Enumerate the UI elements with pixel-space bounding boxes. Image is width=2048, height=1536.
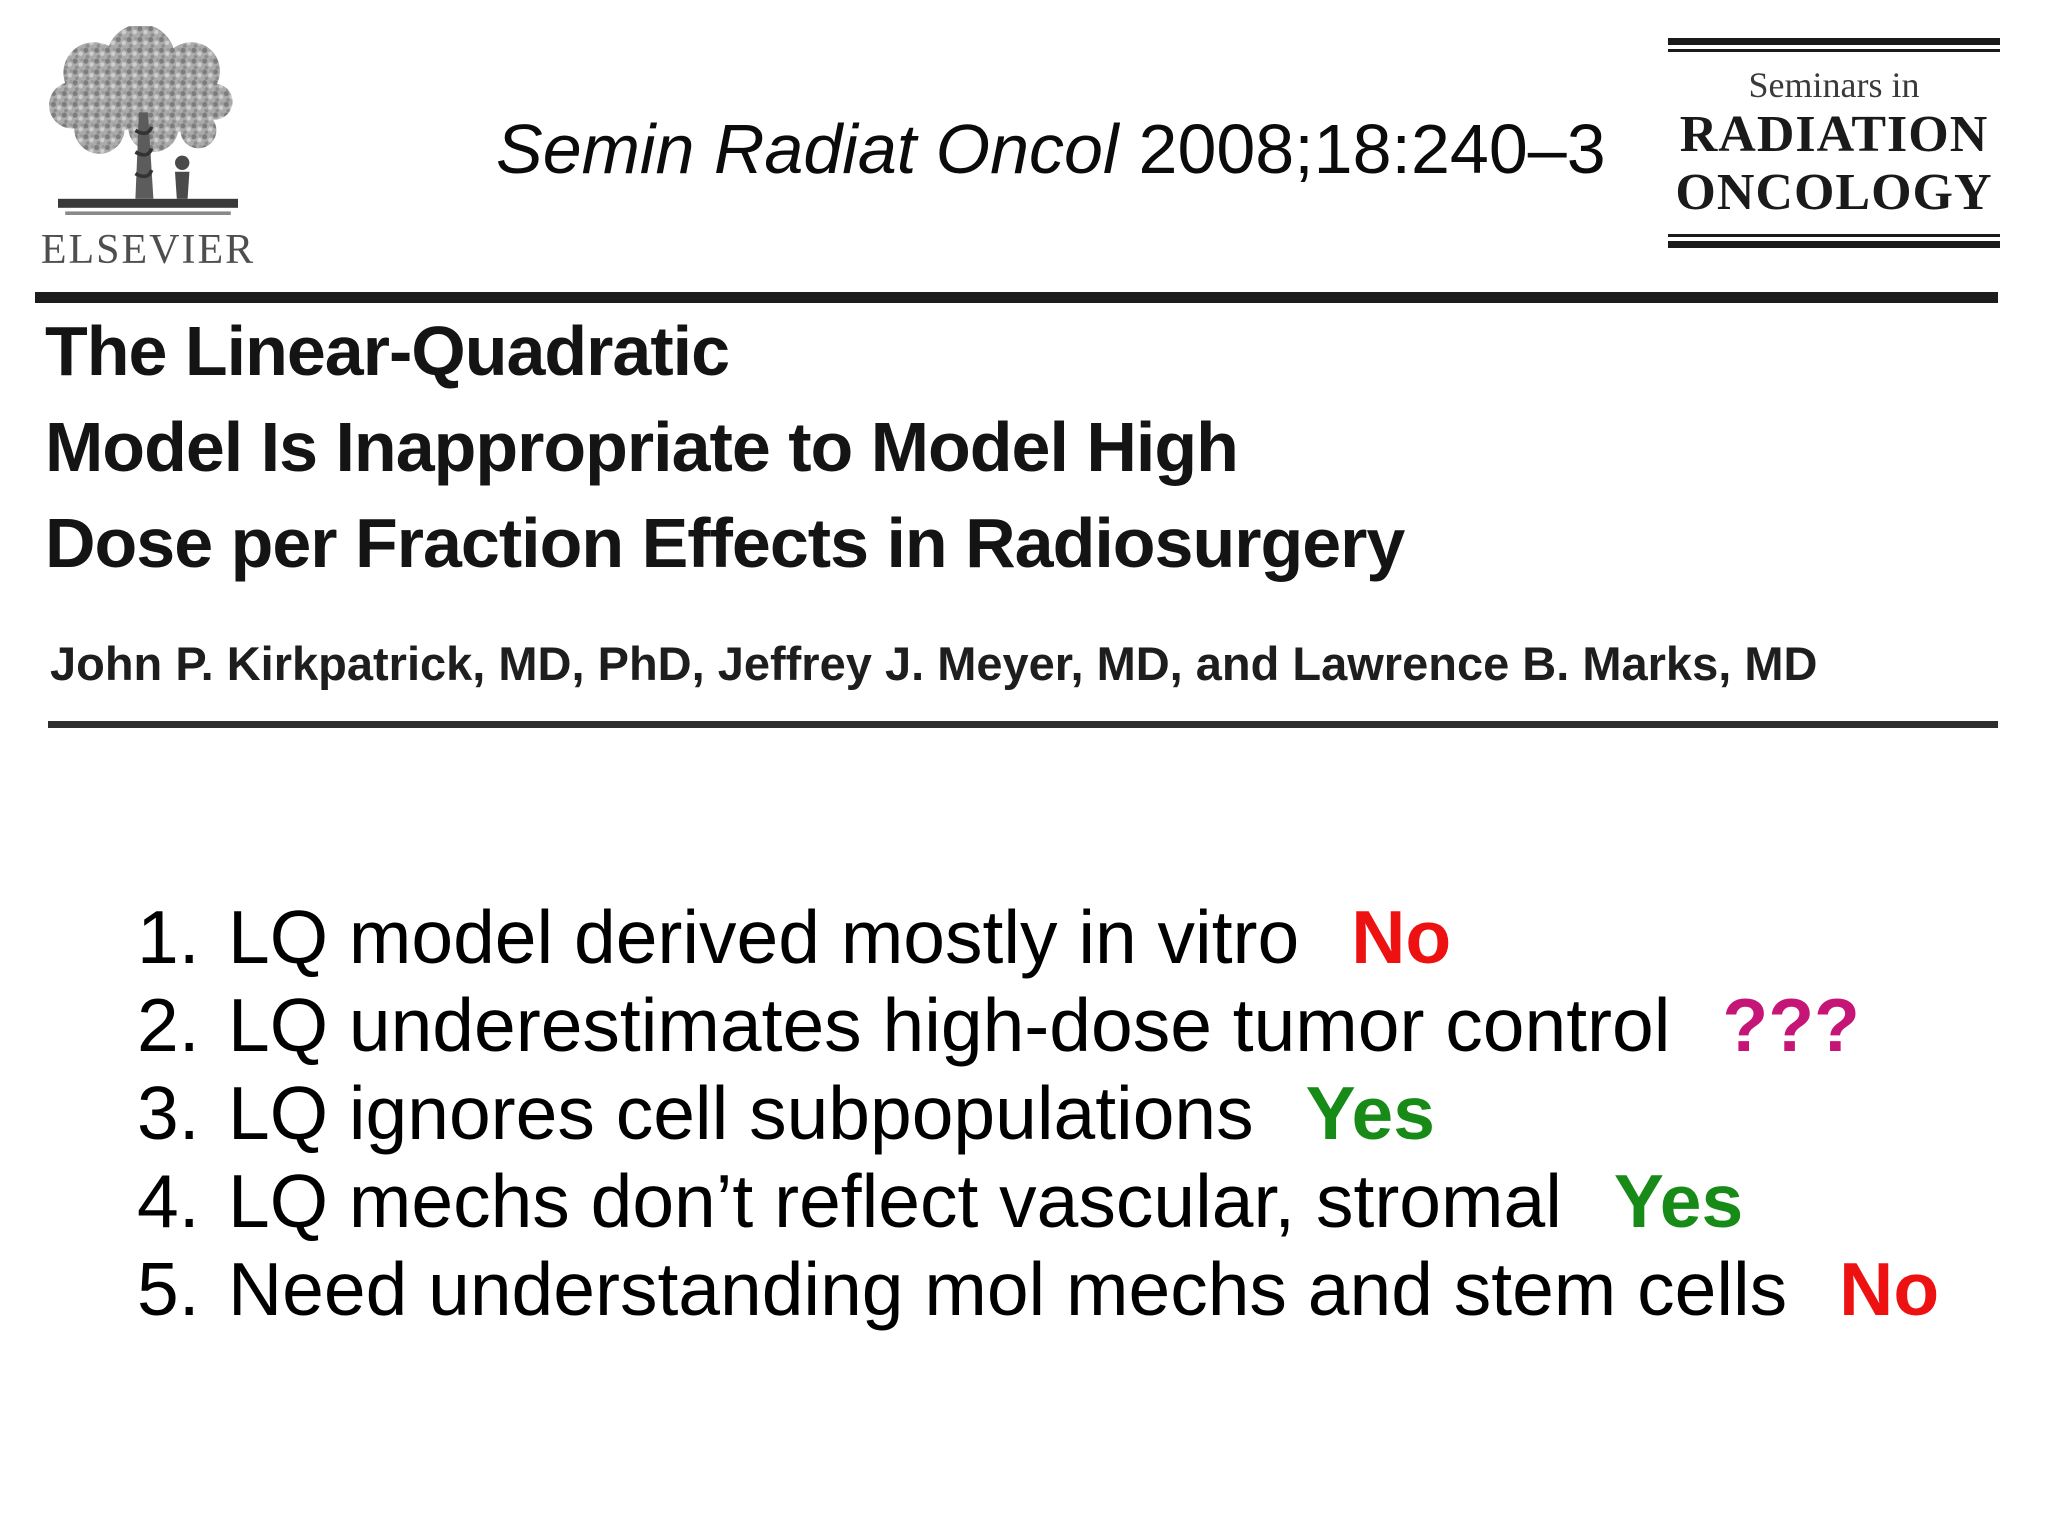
item-number: 4. <box>137 1159 200 1243</box>
list-item-5: 5. Need understanding mol mechs and stem… <box>137 1245 1939 1333</box>
header-rule <box>35 292 1998 303</box>
item-text: LQ ignores cell subpopulations <box>228 1071 1254 1155</box>
item-answer: ??? <box>1722 983 1860 1067</box>
item-text: LQ model derived mostly in vitro <box>228 895 1300 979</box>
journal-logo-rule-top <box>1668 38 2000 52</box>
elsevier-tree-icon <box>40 26 256 224</box>
item-number: 3. <box>137 1071 200 1155</box>
list-item-3: 3. LQ ignores cell subpopulations Yes <box>137 1069 1939 1157</box>
journal-logo: Seminars in RADIATION ONCOLOGY <box>1668 38 2000 248</box>
title-line-3: Dose per Fraction Effects in Radiosurger… <box>45 504 1405 582</box>
item-text: LQ mechs don’t reflect vascular, stromal <box>228 1159 1562 1243</box>
oncology-label: ONCOLOGY <box>1675 164 1993 221</box>
list-item-1: 1. LQ model derived mostly in vitro No <box>137 893 1939 981</box>
citation-journal-name: Semin Radiat Oncol <box>496 110 1119 188</box>
elsevier-wordmark: ELSEVIER <box>40 227 256 273</box>
title-line-1: The Linear-Quadratic <box>45 312 730 390</box>
article-title: The Linear-Quadratic Model Is Inappropri… <box>45 303 1405 591</box>
item-answer: Yes <box>1305 1071 1435 1155</box>
issues-list: 1. LQ model derived mostly in vitro No 2… <box>137 893 1939 1333</box>
title-line-2: Model Is Inappropriate to Model High <box>45 408 1239 486</box>
item-text: Need understanding mol mechs and stem ce… <box>228 1247 1788 1331</box>
item-answer: No <box>1351 895 1452 979</box>
radiation-label: RADIATION <box>1679 106 1989 163</box>
item-text: LQ underestimates high-dose tumor contro… <box>228 983 1671 1067</box>
authors-rule <box>48 721 1998 728</box>
list-item-4: 4. LQ mechs don’t reflect vascular, stro… <box>137 1157 1939 1245</box>
item-number: 5. <box>137 1247 200 1331</box>
authors-line: John P. Kirkpatrick, MD, PhD, Jeffrey J.… <box>50 637 1818 690</box>
citation-reference: 2008;18:240–3 <box>1138 110 1606 188</box>
item-answer: Yes <box>1613 1159 1744 1243</box>
item-answer: No <box>1839 1247 1940 1331</box>
item-number: 2. <box>137 983 200 1067</box>
item-number: 1. <box>137 895 200 979</box>
elsevier-logo: ELSEVIER <box>40 26 256 274</box>
seminars-in-label: Seminars in <box>1748 65 1920 105</box>
journal-logo-rule-bottom <box>1668 234 2000 248</box>
citation: Semin Radiat Oncol 2008;18:240–3 <box>496 114 1606 184</box>
list-item-2: 2. LQ underestimates high-dose tumor con… <box>137 981 1939 1069</box>
